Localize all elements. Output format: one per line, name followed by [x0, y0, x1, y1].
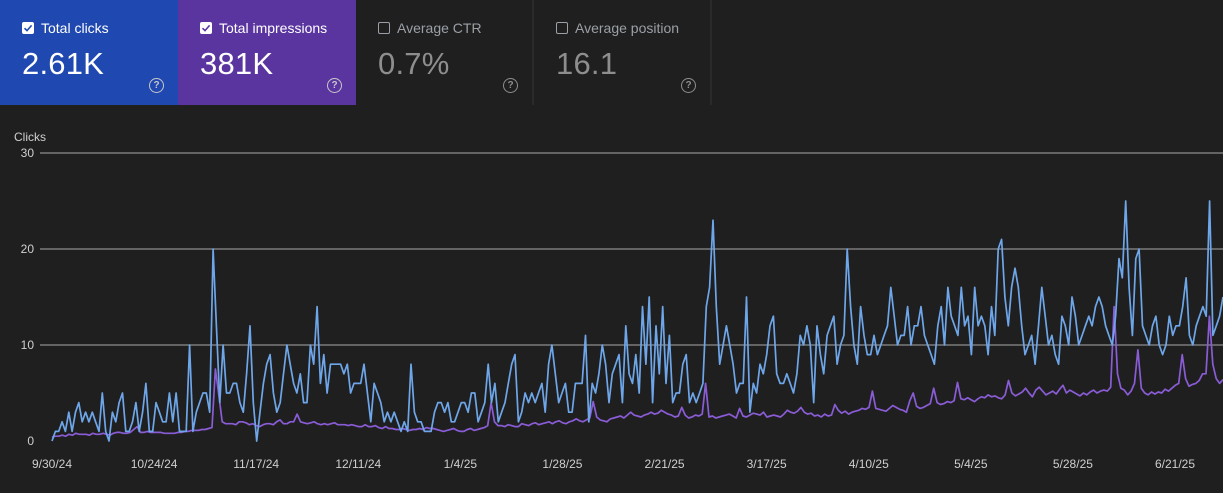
x-tick-label: 12/11/24	[335, 457, 381, 471]
metric-card-header: Total clicks	[22, 20, 178, 36]
clicks-series-line[interactable]	[51, 200, 1223, 442]
metric-label-average-ctr: Average CTR	[397, 20, 482, 36]
x-tick-label: 1/28/25	[542, 457, 582, 471]
help-icon[interactable]: ?	[149, 78, 164, 93]
checkbox-checked-icon[interactable]	[200, 22, 212, 34]
metric-card-total-clicks[interactable]: Total clicks 2.61K ?	[0, 0, 178, 105]
y-tick-label: 0	[27, 434, 34, 448]
help-icon[interactable]: ?	[681, 78, 696, 93]
metric-card-header: Total impressions	[200, 20, 356, 36]
y-tick-label: 10	[21, 338, 35, 352]
x-tick-label: 3/17/25	[747, 457, 787, 471]
help-icon[interactable]: ?	[327, 78, 342, 93]
metric-label-average-position: Average position	[575, 20, 680, 36]
metric-card-header: Average position	[556, 20, 710, 36]
metric-value-average-position: 16.1	[556, 46, 618, 81]
checkbox-checked-icon[interactable]	[22, 22, 34, 34]
x-tick-label: 11/17/24	[233, 457, 279, 471]
impressions-series-line[interactable]	[51, 305, 1223, 439]
metric-label-total-impressions: Total impressions	[219, 20, 328, 36]
y-tick-label: 30	[21, 146, 35, 160]
metric-card-average-ctr[interactable]: Average CTR 0.7% ?	[356, 0, 534, 105]
y-tick-label: 20	[21, 242, 35, 256]
x-tick-label: 1/4/25	[444, 457, 478, 471]
metric-card-header: Average CTR	[378, 20, 532, 36]
x-tick-label: 10/24/24	[131, 457, 178, 471]
x-tick-label: 9/30/24	[32, 457, 72, 471]
x-tick-label: 5/28/25	[1053, 457, 1093, 471]
help-icon[interactable]: ?	[503, 78, 518, 93]
checkbox-unchecked-icon[interactable]	[378, 22, 390, 34]
x-tick-label: 6/21/25	[1155, 457, 1195, 471]
x-tick-label: 4/10/25	[849, 457, 889, 471]
metric-label-total-clicks: Total clicks	[41, 20, 109, 36]
metric-card-total-impressions[interactable]: Total impressions 381K ?	[178, 0, 356, 105]
metric-value-total-clicks: 2.61K	[22, 46, 105, 81]
metric-value-total-impressions: 381K	[200, 46, 274, 81]
y-axis-title: Clicks	[14, 130, 46, 144]
x-tick-label: 5/4/25	[954, 457, 988, 471]
metric-cards: Total clicks 2.61K ? Total impressions 3…	[0, 0, 712, 105]
metric-value-average-ctr: 0.7%	[378, 46, 450, 81]
checkbox-unchecked-icon[interactable]	[556, 22, 568, 34]
metric-card-average-position[interactable]: Average position 16.1 ?	[534, 0, 712, 105]
x-tick-label: 2/21/25	[645, 457, 685, 471]
